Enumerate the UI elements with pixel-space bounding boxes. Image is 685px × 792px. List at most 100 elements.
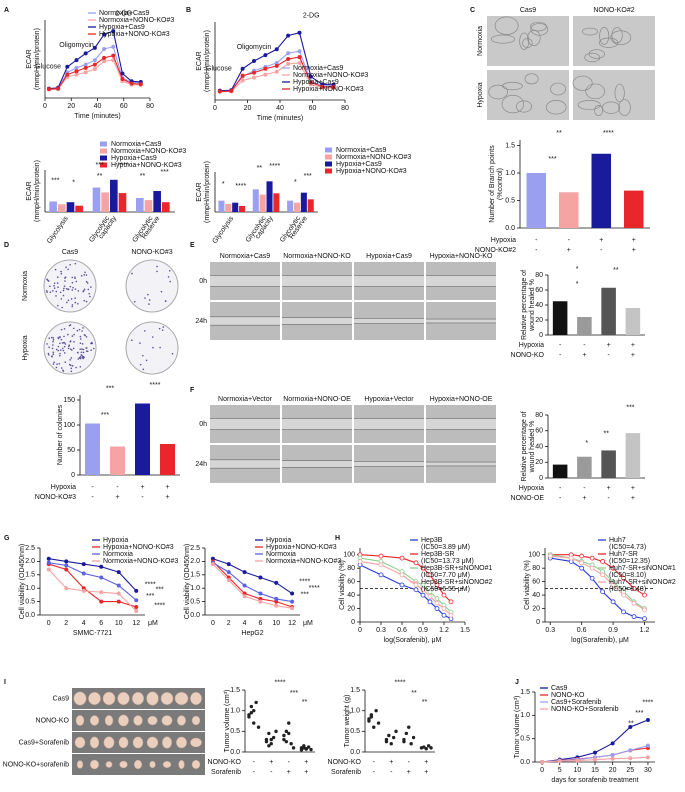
y-tick-label: 2.5 (25, 545, 35, 552)
colony (70, 367, 73, 370)
colony (70, 370, 73, 373)
y-tick-label: 0.0 (190, 612, 200, 619)
x-category-label: 2 (64, 620, 68, 627)
column-label: Hypoxia+Vector (364, 396, 414, 403)
column-label: Normoxia+NONO-KO (283, 253, 351, 260)
y-axis-label: Number of colonies (57, 404, 64, 465)
dot (429, 746, 433, 750)
y-tick-label: 20 (347, 605, 355, 612)
legend-label: NONO-KO+Sorafenib (551, 706, 619, 713)
colony (55, 295, 57, 297)
legend-label: Huh7-SR+siNONO#2 (609, 579, 676, 586)
colony (55, 290, 58, 293)
colony (89, 295, 91, 298)
condition-sign: + (287, 769, 291, 776)
y-tick-label: 0.5 (25, 598, 35, 605)
tumor (119, 760, 128, 769)
colony (55, 348, 58, 351)
x-tick-label: 80 (341, 105, 349, 112)
colony (133, 300, 136, 303)
bar (110, 179, 118, 212)
colony (145, 359, 148, 362)
condition-sign: - (583, 342, 586, 349)
x-tick-label: 1.5 (460, 627, 470, 634)
point (242, 583, 247, 588)
point (210, 562, 215, 567)
legend-label: (IC50=8.10) (609, 572, 646, 579)
colony (66, 301, 68, 304)
colony (52, 363, 55, 365)
wound-gap (426, 462, 496, 466)
photo-detail (530, 23, 549, 36)
point (434, 606, 440, 611)
tumor (133, 715, 143, 726)
colony (52, 290, 54, 292)
point (600, 589, 606, 595)
x-unit: μM (303, 620, 313, 627)
bar (75, 205, 83, 212)
colony (82, 327, 84, 329)
point (102, 55, 107, 60)
dot (426, 744, 431, 748)
colony (60, 338, 63, 341)
y-axis-label: Tumor weight (g) (344, 695, 351, 748)
panel-letter: J (515, 679, 519, 686)
point (102, 59, 107, 64)
column-label: NONO-KO#3 (131, 249, 172, 256)
photo-detail (577, 100, 601, 110)
condition-sign: - (91, 494, 94, 501)
y-tick-label: 1.0 (505, 170, 515, 177)
annotation: *** (626, 404, 634, 411)
point (631, 600, 637, 606)
colony (72, 347, 75, 350)
tumor (134, 759, 142, 770)
x-tick-label: 0 (43, 103, 47, 110)
colony (59, 335, 61, 338)
condition-sign: + (631, 485, 635, 492)
y-tick-label: 0.0 (520, 759, 530, 766)
dot (372, 725, 376, 729)
y-axis-label: (%control) (497, 168, 504, 200)
colony (148, 303, 150, 305)
condition-sign: + (631, 495, 635, 502)
point (642, 616, 647, 622)
y-tick-label: 1.5 (190, 572, 200, 579)
colony (85, 280, 88, 283)
column-label: Normoxia+NONO-OE (283, 396, 351, 403)
condition-sign: + (269, 759, 273, 766)
x-category-label: Glycolysis (212, 215, 236, 245)
y-tick-label: 80 (532, 565, 540, 572)
condition-sign: - (288, 759, 291, 766)
colony (62, 289, 65, 292)
dot (287, 721, 291, 725)
point (46, 560, 51, 565)
wound-gap (210, 316, 280, 326)
bar (259, 194, 266, 212)
bar (307, 199, 314, 212)
condition-sign: + (115, 494, 119, 501)
colony (85, 336, 88, 338)
colony (81, 343, 84, 345)
colony (83, 288, 86, 291)
condition-sign: - (408, 759, 411, 766)
x-tick-label: 0.9 (418, 627, 428, 634)
tumor (118, 714, 129, 727)
condition-sign: + (607, 485, 611, 492)
point (427, 594, 433, 599)
panel-letter: A (4, 7, 9, 14)
colony (139, 363, 142, 366)
colony (67, 299, 70, 302)
x-axis-label: days for sorafenib treatment (551, 777, 638, 784)
y-tick-label: 1.0 (350, 708, 360, 715)
colony (62, 294, 65, 297)
dot (424, 746, 428, 751)
point (102, 32, 107, 37)
x-category-label: 6 (258, 620, 262, 627)
condition-name: Hypoxia (491, 237, 516, 244)
point (441, 592, 447, 598)
annotation: *** (635, 710, 643, 717)
colony (52, 337, 55, 339)
condition-sign: - (607, 352, 610, 359)
condition-name: NONO-KO#2 (475, 247, 516, 254)
colony (63, 327, 66, 330)
